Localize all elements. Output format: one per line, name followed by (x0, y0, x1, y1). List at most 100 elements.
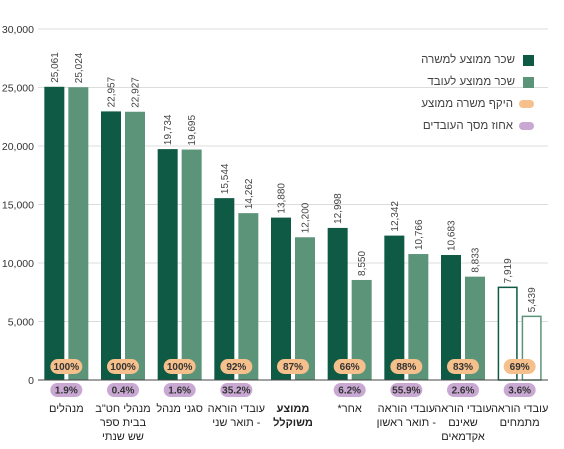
bar-salary-per-employee (408, 254, 429, 380)
category-label: מנהלים (49, 402, 84, 415)
bar-value-label: 25,061 (50, 52, 61, 83)
legend-swatch-purple-pill (519, 122, 534, 130)
scope-pill-label: 100% (54, 362, 80, 373)
bar-value-label: 10,683 (447, 220, 458, 251)
scope-pill-label: 69% (510, 362, 530, 373)
legend-label: אחוז מסך העובדים (422, 120, 513, 132)
legend-swatch-light-green (523, 76, 534, 88)
category-label: אחר* (338, 403, 362, 415)
y-tick-label: 5,000 (8, 317, 34, 329)
scope-pill (107, 359, 139, 374)
bar-value-label: 8,833 (471, 247, 482, 272)
legend-label: היקף משרה ממוצע (421, 98, 513, 110)
bar-salary-per-employee (125, 111, 145, 381)
category-label: - תואר ראשון (377, 417, 437, 429)
share-pill-label: 2.6% (452, 386, 475, 397)
bar-value-label: 8,550 (357, 251, 368, 276)
share-pill-label: 35.2% (222, 386, 250, 397)
y-tick-label: 30,000 (2, 24, 34, 36)
category-label: ממוצע (277, 403, 310, 415)
bar-value-label: 12,998 (333, 193, 344, 224)
category-label: סגני מנהל (156, 402, 203, 415)
share-pill (50, 383, 83, 397)
category-label: בבית ספר (100, 417, 147, 429)
legend: שכר ממוצע למשרה שכר ממוצע לעובד היקף משר… (404, 49, 534, 137)
share-pill-label: 1.9% (55, 386, 78, 397)
y-axis: 0 5,000 10,000 15,000 20,000 25,000 30,000 (2, 24, 34, 387)
bar-salary-per-position (384, 235, 405, 380)
bar-salary-per-employee (295, 237, 315, 380)
bar-salary-per-position (214, 198, 235, 380)
share-pill-label: 55.9% (392, 386, 420, 397)
scope-pill (50, 359, 83, 374)
scope-pill-label: 100% (167, 362, 193, 373)
share-pill-label: 1.6% (168, 386, 191, 397)
category-label: עובדי הוראה (491, 403, 548, 415)
share-pill (503, 383, 536, 397)
bar-value-label: 5,439 (527, 287, 538, 312)
share-pill (220, 383, 253, 397)
category-label: שש שנתי (102, 431, 144, 443)
legend-label: שכר ממוצע למשרה (421, 54, 515, 66)
share-pill (447, 383, 479, 397)
legend-swatch-orange-pill (519, 100, 534, 108)
category-label: אקדמאים (441, 431, 485, 443)
grid-lines (38, 28, 548, 322)
legend-swatch-dark-green (523, 54, 534, 66)
bar-salary-per-position (271, 217, 291, 380)
bar-value-label: 19,695 (187, 115, 198, 146)
scope-pill-label: 100% (110, 362, 136, 373)
y-tick-label: 20,000 (2, 141, 34, 153)
bar-salary-per-position (157, 149, 178, 380)
scope-pill (390, 359, 423, 374)
bar-value-label: 15,544 (220, 163, 231, 194)
legend-item-scope: היקף משרה ממוצע (404, 93, 534, 115)
category-label: - תואר שני (212, 417, 261, 429)
bar-value-label: 12,200 (301, 202, 312, 233)
bar-value-label: 22,927 (131, 77, 142, 108)
y-tick-label: 25,000 (2, 83, 34, 95)
share-pill-label: 0.4% (112, 386, 135, 397)
x-axis: מנהלים מנהלי חט"ב בבית ספר שש שנתי סגני מנהל… (38, 379, 548, 443)
bar-value-label: 19,734 (163, 114, 174, 145)
scope-pill (503, 359, 536, 374)
category-label: מנהלי חט"ב (95, 402, 150, 415)
share-pill (163, 383, 196, 397)
legend-item-salary-per-employee: שכר ממוצע לעובד (404, 71, 534, 93)
bar-value-label: 22,957 (107, 76, 118, 107)
bar-salary-per-position (327, 227, 348, 380)
share-pill (390, 383, 423, 397)
category-label: עובדי הוראה (378, 403, 435, 415)
bar-value-label: 25,024 (74, 52, 85, 83)
bar-salary-per-position (101, 111, 121, 380)
bar-salary-per-employee (68, 87, 89, 380)
share-pill-label: 3.6% (508, 386, 531, 397)
share-pill (107, 383, 139, 397)
scope-pill-label: 83% (453, 362, 473, 373)
share-pill (333, 383, 366, 397)
category-label: מתמחים (500, 417, 540, 429)
category-label: עובדי הוראה (434, 403, 491, 415)
bar-salary-per-position (441, 255, 461, 380)
scope-pill-label: 92% (226, 362, 246, 373)
legend-item-share: אחוז מסך העובדים (404, 115, 534, 137)
bar-value-label: 13,880 (277, 183, 288, 214)
bar-salary-per-employee (181, 149, 202, 380)
scope-pill-label: 66% (340, 362, 360, 373)
bar-salary-per-position (44, 86, 65, 380)
legend-label: שכר ממוצע לעובד (427, 76, 515, 88)
scope-pill (333, 359, 366, 374)
y-tick-label: 15,000 (2, 200, 34, 212)
y-tick-label: 10,000 (2, 258, 34, 270)
legend-item-salary-per-position: שכר ממוצע למשרה (404, 49, 534, 71)
scope-pill (277, 359, 309, 374)
bars-group: 25,061 25,024 22,957 22,927 19,734 19,695 15,5… (44, 52, 542, 381)
category-label: עובדי הוראה (208, 403, 265, 415)
scope-pill-label: 88% (396, 362, 416, 373)
y-tick-label: 0 (28, 375, 34, 387)
bar-salary-per-employee (465, 276, 485, 380)
bar-salary-per-employee (238, 213, 259, 380)
scope-pill (220, 359, 253, 374)
bar-value-label: 10,766 (414, 219, 425, 250)
